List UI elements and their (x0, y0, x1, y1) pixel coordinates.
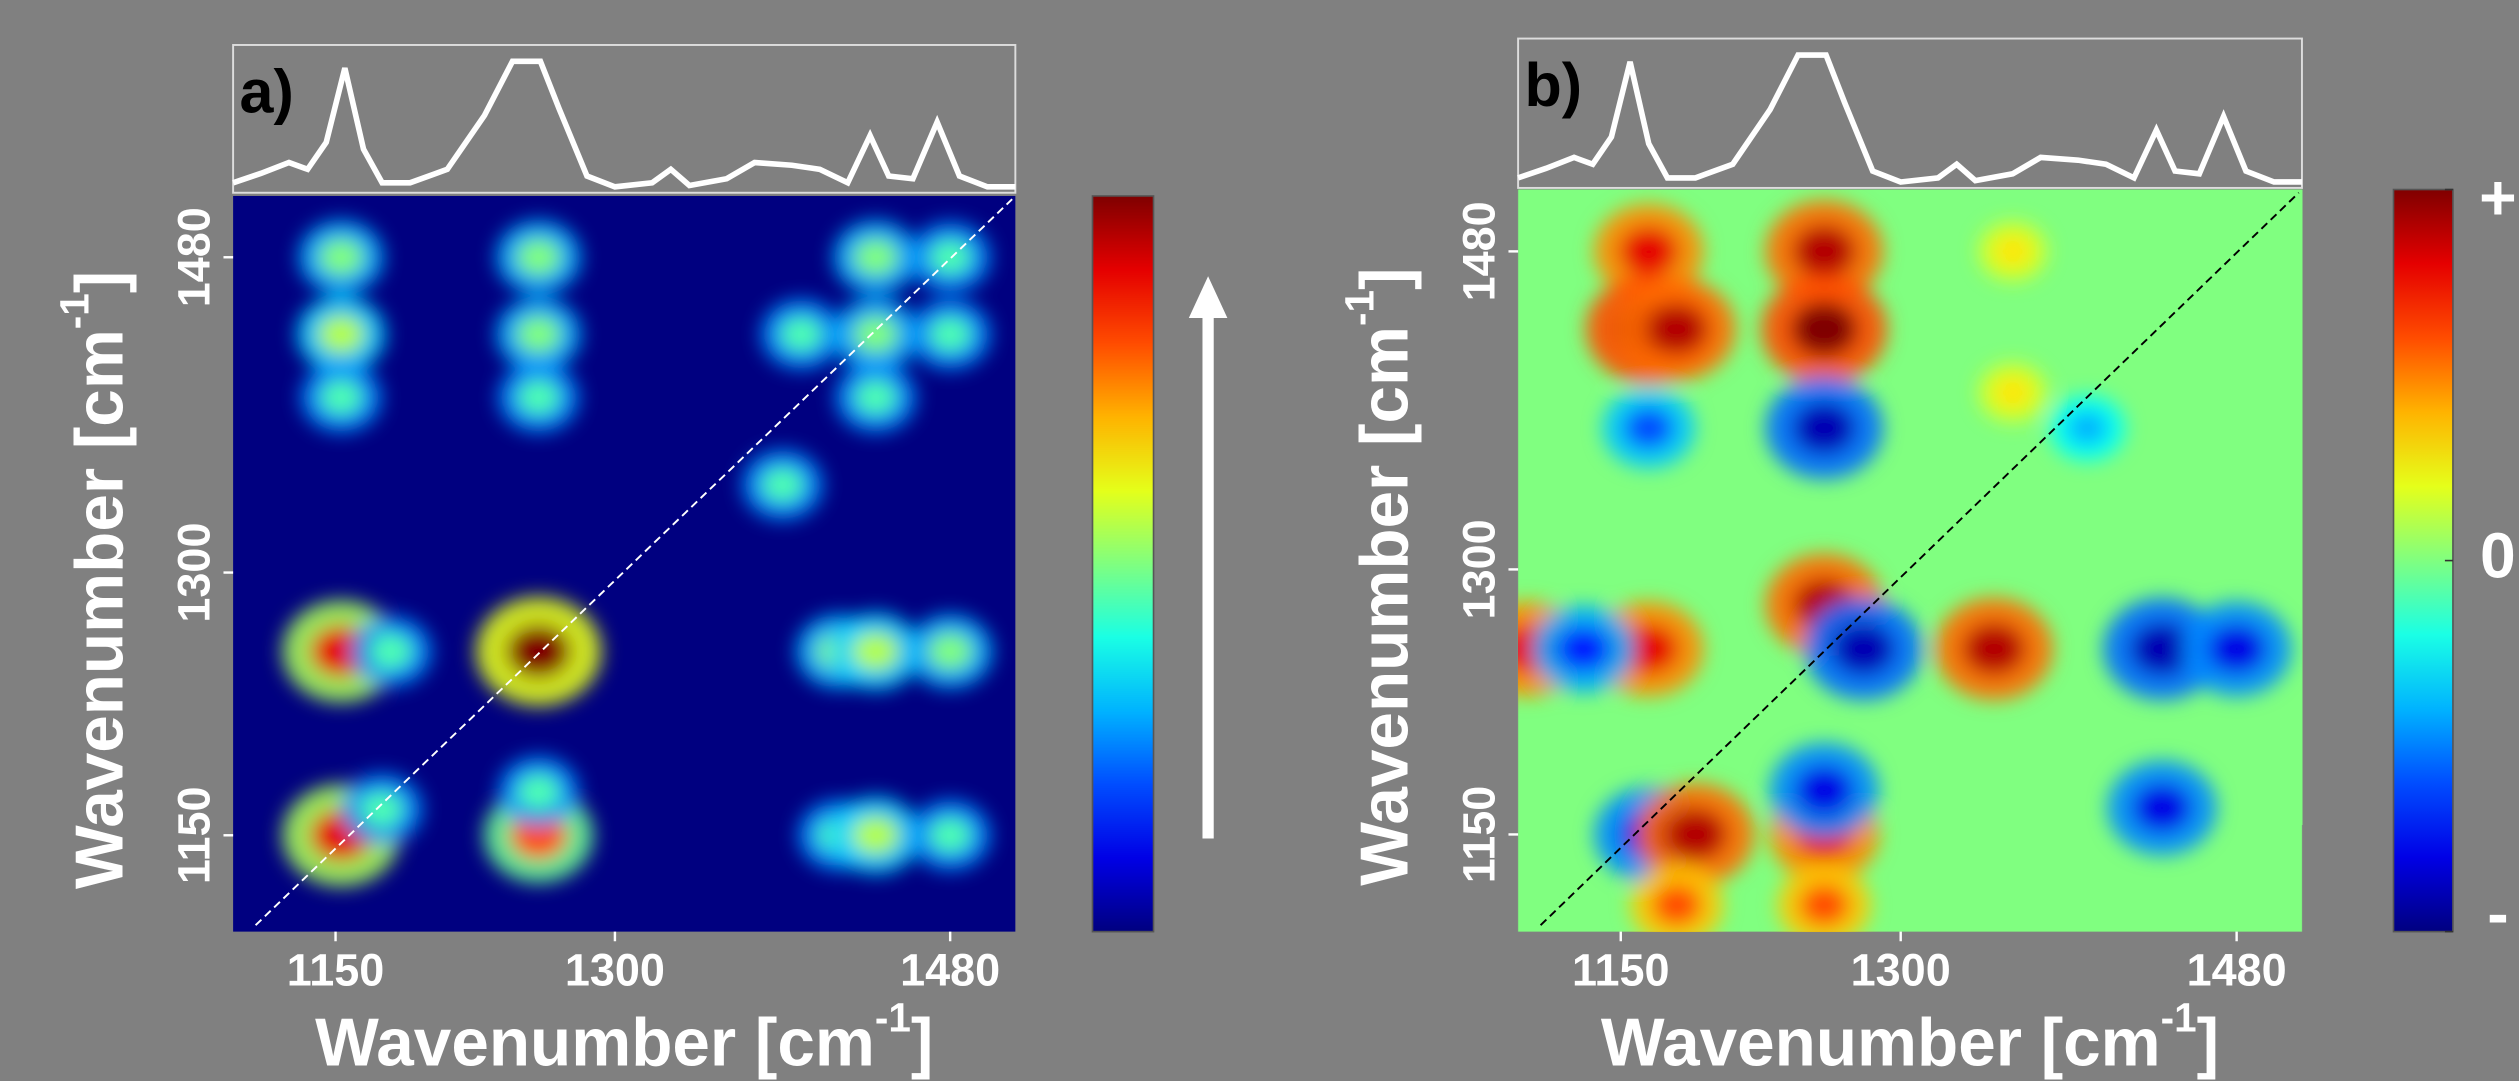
axis-title: Wavenumber [cm-1] (51, 271, 137, 889)
axis-title-end: ] (62, 271, 137, 293)
panel-label: a) (240, 57, 294, 125)
heatmap-blob-core (927, 632, 973, 670)
heatmap-blob-core (2067, 411, 2108, 445)
heatmap-blob-core (370, 633, 413, 669)
heatmap-blob-core (1795, 766, 1853, 815)
heatmap-blob-core (854, 379, 897, 415)
heatmap-blob-core (1620, 227, 1678, 276)
spectrum-line (1517, 52, 2302, 185)
spectrum-frame (232, 44, 1017, 194)
axis-title-text: Wavenumber [cm (1601, 1005, 2161, 1080)
axis-title-sup: -1 (2161, 994, 2197, 1040)
heatmap (1518, 200, 2292, 932)
axis-title-text: Wavenumber [cm (62, 329, 137, 889)
axis-title-sup: -1 (1336, 290, 1382, 326)
axis-title-end: ] (1347, 268, 1422, 290)
heatmap-blob-core (2133, 784, 2191, 832)
x-tick-label: 1480 (2187, 944, 2287, 995)
spectrum-line (232, 58, 1016, 190)
heatmap-blob-core (1664, 808, 1727, 860)
x-tick-label: 1150 (287, 944, 385, 995)
heatmap-blob-core (1799, 884, 1849, 926)
heatmap-blob-core (2131, 623, 2193, 675)
colorbar-tick-label: + (2479, 161, 2517, 233)
heatmap-blob-core (929, 817, 972, 853)
panel-label: b) (1525, 51, 1583, 119)
heatmap-blobs (1518, 200, 2292, 932)
heatmap-blob-core (1652, 884, 1702, 926)
heatmap-blob-core (516, 315, 561, 353)
axis-title-end: ] (2197, 1005, 2219, 1080)
heatmap-blob-core (1557, 626, 1610, 671)
y-tick-label: 1480 (1454, 201, 1505, 301)
colorbar-tick-label: 0 (2480, 520, 2516, 592)
axis-title-text: Wavenumber [cm (315, 1005, 875, 1080)
x-tick-label: 1300 (1851, 944, 1951, 995)
heatmap-blob-core (929, 316, 972, 352)
heatmap-blob-core (505, 624, 572, 679)
heatmap-blob-core (1994, 236, 2031, 267)
heatmap-blobs (282, 220, 993, 887)
heatmap-blob-core (761, 467, 804, 503)
y-tick-label: 1300 (1454, 519, 1505, 619)
heatmap-blob-core (1994, 377, 2031, 408)
y-tick-label: 1480 (169, 207, 220, 307)
heatmap-blob-core (361, 791, 404, 827)
axis-title: Wavenumber [cm-1] (315, 994, 933, 1080)
colorbar-tick-label: - (2487, 878, 2508, 950)
heatmap (282, 220, 993, 887)
colorbar (2392, 188, 2454, 933)
heatmap-blob-core (853, 238, 898, 276)
x-tick-label: 1150 (1572, 944, 1670, 995)
heatmap-blob-core (780, 316, 823, 352)
heatmap-blob-core (1791, 301, 1857, 357)
x-tick-label: 1300 (565, 944, 665, 995)
axis-title-text: Wavenumber [cm (1347, 326, 1422, 886)
heatmap-blob-core (852, 632, 899, 671)
y-tick-label: 1150 (169, 787, 220, 885)
heatmap-blob-core (1620, 625, 1678, 673)
heatmap-blob-core (318, 238, 364, 276)
heatmap-blob-core (853, 315, 898, 353)
x-tick-label: 1480 (900, 944, 1000, 995)
y-tick-label: 1300 (169, 523, 220, 623)
heatmap-blob-core (1646, 303, 1708, 355)
heatmap-blob-core (517, 379, 560, 415)
diagonal (254, 198, 1013, 926)
heatmap-blob-core (320, 379, 363, 415)
heatmap-blob-core (516, 238, 561, 276)
axis-title-sup: -1 (51, 293, 97, 329)
diagonal (1539, 192, 2300, 926)
axis-title-sup: -1 (875, 994, 911, 1040)
heatmap-blob-core (1963, 623, 2025, 675)
y-tick-label: 1150 (1454, 786, 1505, 884)
axis-title-end: ] (911, 1005, 933, 1080)
heatmap-blob-core (1624, 407, 1674, 449)
arrow-head (1188, 276, 1228, 319)
axis-title: Wavenumber [cm-1] (1336, 268, 1422, 886)
heatmap-blob-core (517, 773, 560, 810)
heatmap-blob-core (852, 815, 899, 855)
heatmap-blob-core (1832, 623, 1895, 675)
colorbar (1091, 195, 1155, 933)
heatmap-blob-core (317, 314, 365, 354)
axis-title: Wavenumber [cm-1] (1601, 994, 2219, 1080)
heatmap-blob-core (1793, 225, 1855, 277)
heatmap-blob-core (1793, 402, 1855, 454)
heatmap-blob-core (2208, 625, 2266, 673)
spectrum-frame (1517, 37, 2303, 189)
